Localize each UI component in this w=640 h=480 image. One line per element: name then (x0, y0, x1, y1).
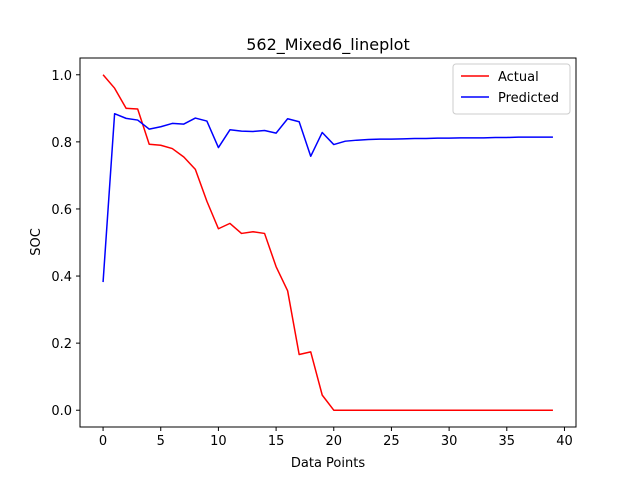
y-tick-label: 0.0 (51, 404, 72, 419)
x-tick-label: 20 (325, 434, 342, 449)
legend-label-actual: Actual (498, 70, 539, 85)
x-axis-label: Data Points (291, 456, 365, 471)
x-tick-label: 5 (157, 434, 165, 449)
legend: Actual Predicted (452, 63, 571, 115)
y-axis: 0.0 0.2 0.4 0.6 0.8 1.0 (51, 69, 80, 419)
series-line-actual (102, 74, 553, 411)
x-tick-label: 40 (556, 434, 573, 449)
chart-title: 562_Mixed6_lineplot (246, 35, 409, 55)
series-layer (102, 74, 553, 411)
y-tick-label: 0.2 (51, 337, 72, 352)
legend-label-predicted: Predicted (498, 91, 559, 106)
x-tick-label: 30 (441, 434, 458, 449)
x-tick-label: 0 (99, 434, 107, 449)
y-tick-label: 0.4 (51, 270, 72, 285)
plot-frame (79, 57, 577, 428)
x-tick-label: 35 (499, 434, 516, 449)
x-tick-label: 15 (268, 434, 285, 449)
y-tick-label: 0.6 (51, 203, 72, 218)
x-tick-label: 10 (210, 434, 227, 449)
x-tick-label: 25 (383, 434, 400, 449)
series-line-predicted (102, 112, 553, 283)
y-tick-label: 0.8 (51, 136, 72, 151)
y-tick-label: 1.0 (51, 69, 72, 84)
x-axis: 0 5 10 15 20 25 30 35 40 (99, 427, 573, 449)
y-axis-label: SOC (29, 228, 44, 256)
